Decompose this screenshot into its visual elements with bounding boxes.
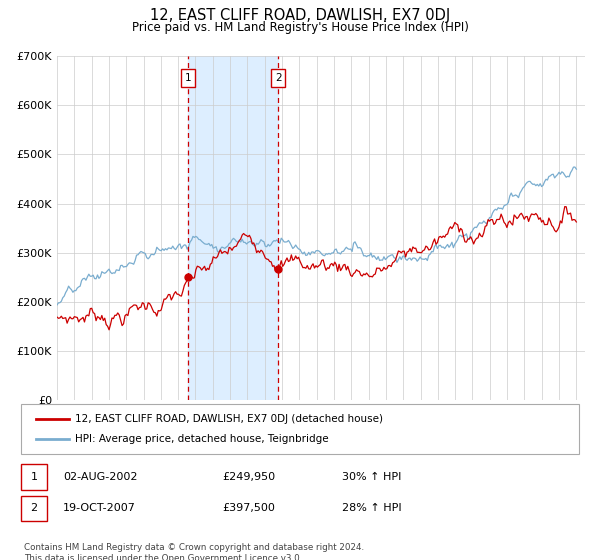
Text: 1: 1 <box>185 73 191 83</box>
Text: Price paid vs. HM Land Registry's House Price Index (HPI): Price paid vs. HM Land Registry's House … <box>131 21 469 34</box>
Text: 02-AUG-2002: 02-AUG-2002 <box>63 472 137 482</box>
Text: Contains HM Land Registry data © Crown copyright and database right 2024.
This d: Contains HM Land Registry data © Crown c… <box>24 543 364 560</box>
Text: 19-OCT-2007: 19-OCT-2007 <box>63 503 136 514</box>
Bar <box>188 56 278 400</box>
Text: 2: 2 <box>275 73 282 83</box>
Text: 28% ↑ HPI: 28% ↑ HPI <box>342 503 401 514</box>
Text: 2: 2 <box>31 503 37 514</box>
Text: 12, EAST CLIFF ROAD, DAWLISH, EX7 0DJ: 12, EAST CLIFF ROAD, DAWLISH, EX7 0DJ <box>150 8 450 24</box>
Text: 1: 1 <box>31 472 37 482</box>
Text: 12, EAST CLIFF ROAD, DAWLISH, EX7 0DJ (detached house): 12, EAST CLIFF ROAD, DAWLISH, EX7 0DJ (d… <box>75 414 383 424</box>
Text: 30% ↑ HPI: 30% ↑ HPI <box>342 472 401 482</box>
Text: £249,950: £249,950 <box>222 472 275 482</box>
Text: £397,500: £397,500 <box>222 503 275 514</box>
Text: HPI: Average price, detached house, Teignbridge: HPI: Average price, detached house, Teig… <box>75 433 329 444</box>
